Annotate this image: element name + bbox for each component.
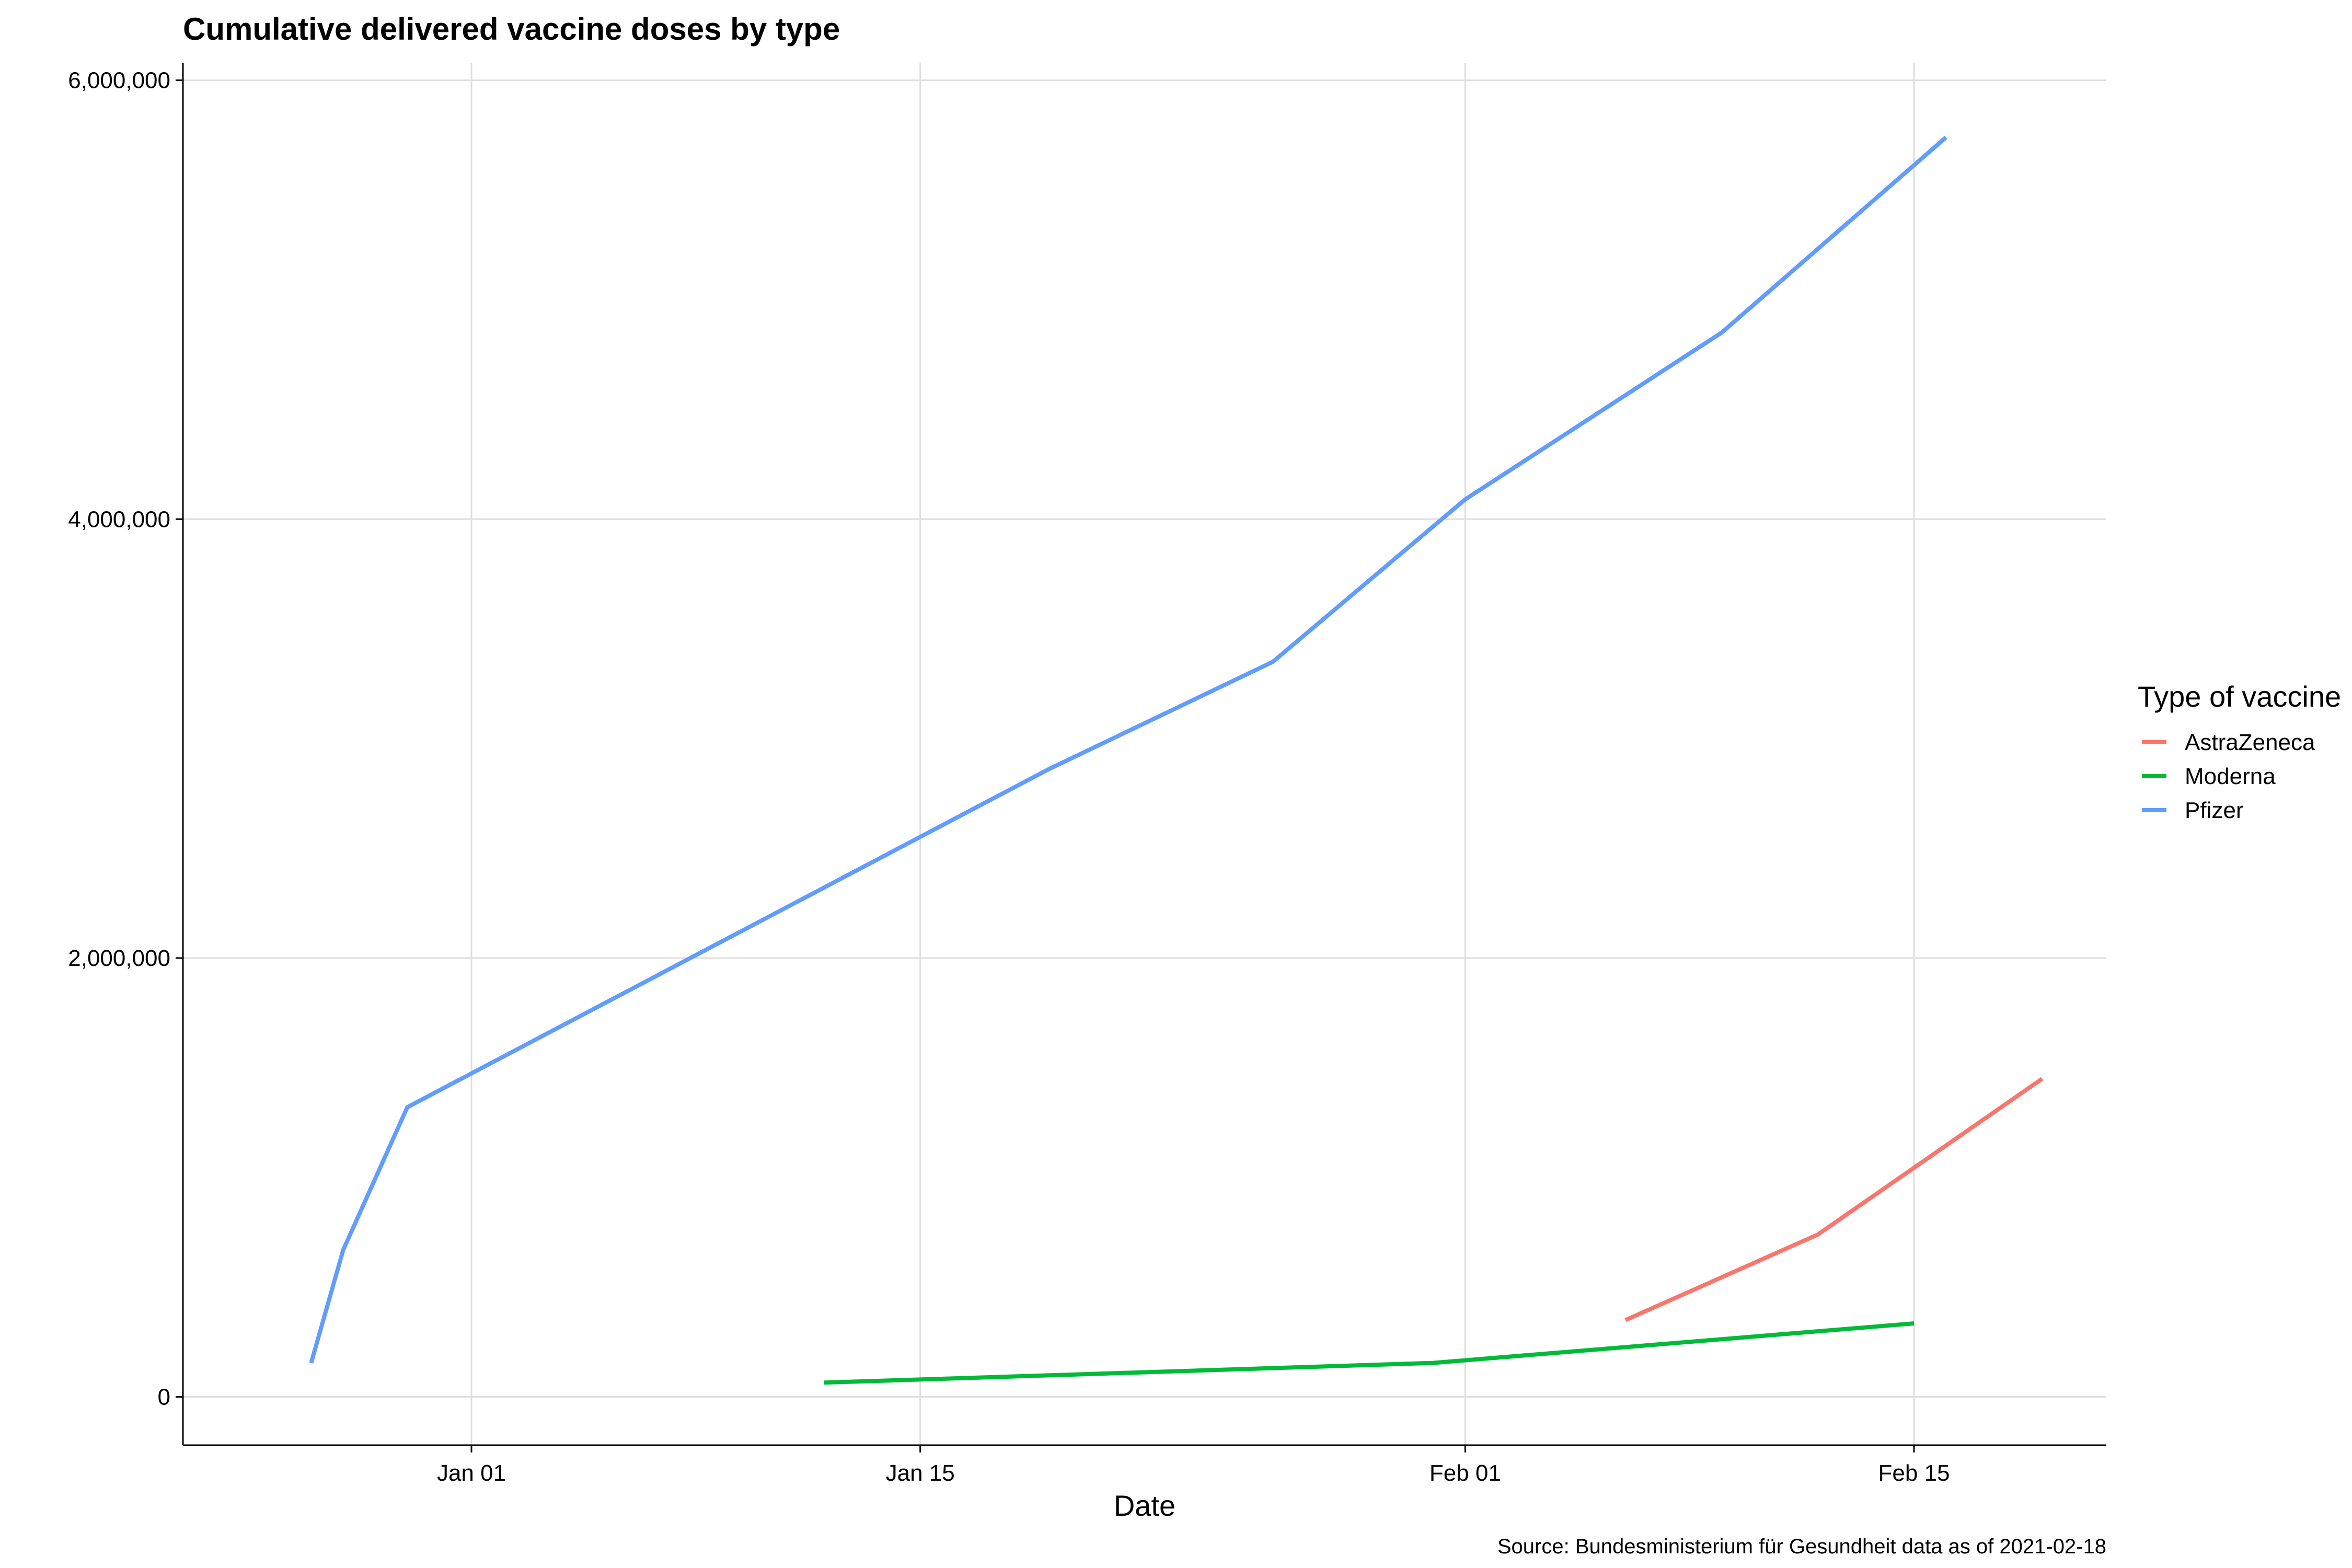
legend-label-moderna: Moderna xyxy=(2185,764,2276,789)
x-axis-ticks: Jan 01 Jan 15 Feb 01 Feb 15 xyxy=(437,1445,1950,1486)
y-tick-label: 6,000,000 xyxy=(68,68,170,94)
grid-lines xyxy=(183,63,2106,1445)
chart-caption: Source: Bundesministerium für Gesundheit… xyxy=(1497,1535,2106,1558)
legend-title: Type of vaccine xyxy=(2138,680,2341,713)
series-line-pfizer xyxy=(309,135,1947,1364)
series-line-moderna xyxy=(824,1321,1915,1385)
legend-label-pfizer: Pfizer xyxy=(2185,798,2243,823)
y-axis-ticks: 0 2,000,000 4,000,000 6,000,000 xyxy=(68,68,183,1410)
x-tick-label: Feb 01 xyxy=(1429,1460,1501,1486)
legend-label-astrazeneca: AstraZeneca xyxy=(2185,730,2315,755)
y-tick-label: 4,000,000 xyxy=(68,506,170,532)
x-axis-title: Date xyxy=(1114,1489,1175,1522)
y-tick-label: 2,000,000 xyxy=(68,946,170,971)
x-tick-label: Jan 15 xyxy=(886,1460,955,1486)
x-tick-label: Jan 01 xyxy=(437,1460,506,1486)
legend: AstraZeneca Moderna Pfizer xyxy=(2142,730,2315,823)
axes xyxy=(182,63,2106,1446)
x-tick-label: Feb 15 xyxy=(1878,1460,1950,1486)
chart-title: Cumulative delivered vaccine doses by ty… xyxy=(183,11,840,47)
series-lines xyxy=(309,135,2044,1385)
y-tick-label: 0 xyxy=(158,1385,170,1410)
series-line-astrazeneca xyxy=(1624,1077,2044,1322)
